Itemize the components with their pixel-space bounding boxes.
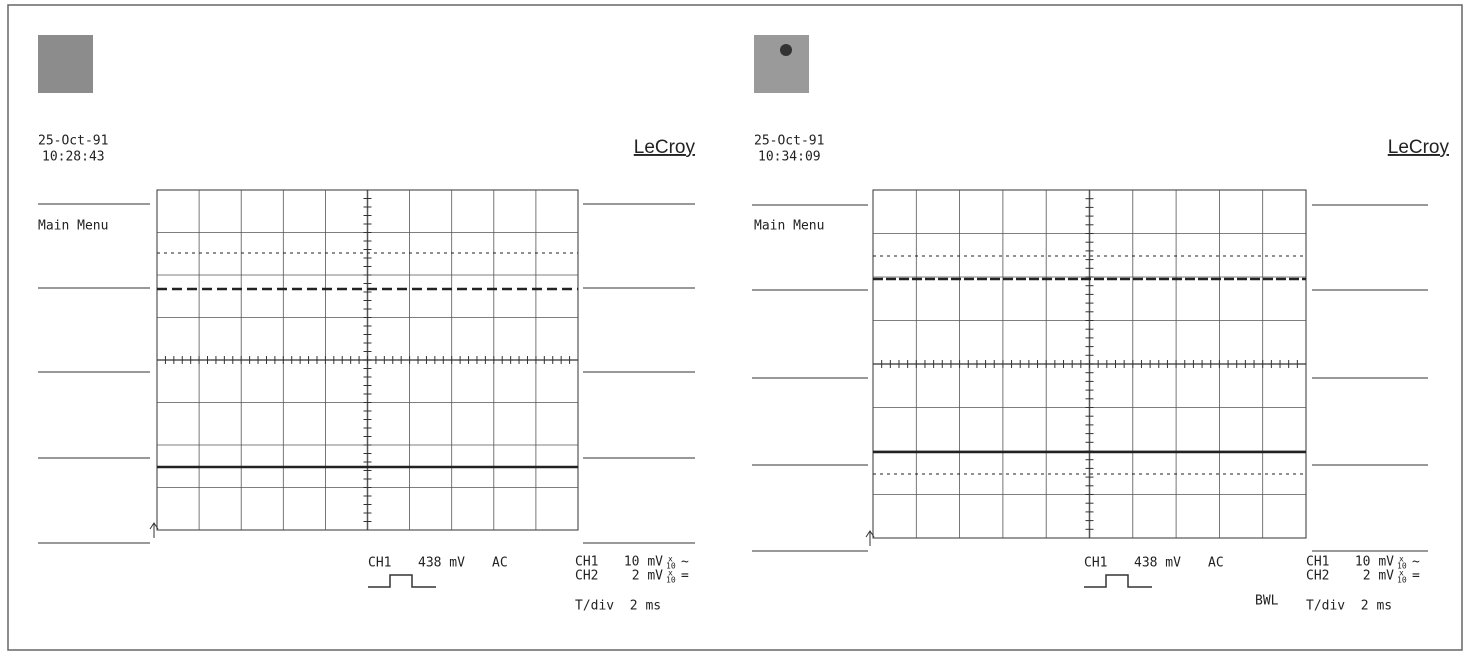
- probe-bottom: 10: [1397, 576, 1407, 585]
- probe-top: x: [668, 569, 673, 578]
- channel-name: CH2: [1306, 569, 1329, 584]
- trigger-channel: CH1: [368, 556, 391, 571]
- probe-top: x: [668, 555, 673, 564]
- trigger-channel: CH1: [1084, 556, 1107, 571]
- trigger-coupling: AC: [1208, 556, 1224, 571]
- trigger-pulse: [368, 574, 436, 588]
- swatch-spot: [780, 44, 792, 56]
- time: 10:28:43: [42, 150, 105, 165]
- trigger-marker: [149, 522, 159, 538]
- trigger-pulse: [1084, 574, 1152, 588]
- trigger-marker: [865, 530, 875, 546]
- screen-swatch: [38, 35, 93, 93]
- channel-coupling: =: [1412, 569, 1420, 584]
- timebase: T/div 2 ms: [575, 599, 661, 614]
- channel-scale: 10 mV: [624, 555, 663, 570]
- channel-scale: 2 mV: [632, 569, 663, 584]
- timebase: T/div 2 ms: [1306, 599, 1392, 614]
- screen-swatch: [754, 35, 809, 93]
- channel-coupling: =: [681, 569, 689, 584]
- brand: LeCroy: [634, 137, 696, 158]
- frame: [7, 4, 1463, 651]
- channel-name: CH1: [575, 555, 598, 570]
- channel-coupling: ~: [681, 555, 689, 570]
- trigger-coupling: AC: [492, 556, 508, 571]
- time: 10:34:09: [758, 150, 821, 165]
- bwl-label: BWL: [1255, 594, 1279, 609]
- probe-top: x: [1399, 555, 1404, 564]
- channel-scale: 2 mV: [1363, 569, 1394, 584]
- probe-top: x: [1399, 569, 1404, 578]
- trigger-level: 438 mV: [418, 556, 465, 571]
- channel-name: CH2: [575, 569, 598, 584]
- channel-name: CH1: [1306, 555, 1329, 570]
- brand: LeCroy: [1388, 137, 1450, 158]
- date: 25-Oct-91: [38, 134, 108, 149]
- menu-label: Main Menu: [38, 219, 108, 234]
- probe-bottom: 10: [666, 576, 676, 585]
- menu-label: Main Menu: [754, 219, 824, 234]
- trigger-level: 438 mV: [1134, 556, 1181, 571]
- probe-bottom: 10: [666, 562, 676, 571]
- channel-scale: 10 mV: [1355, 555, 1394, 570]
- channel-coupling: ~: [1412, 555, 1420, 570]
- probe-bottom: 10: [1397, 562, 1407, 571]
- date: 25-Oct-91: [754, 134, 824, 149]
